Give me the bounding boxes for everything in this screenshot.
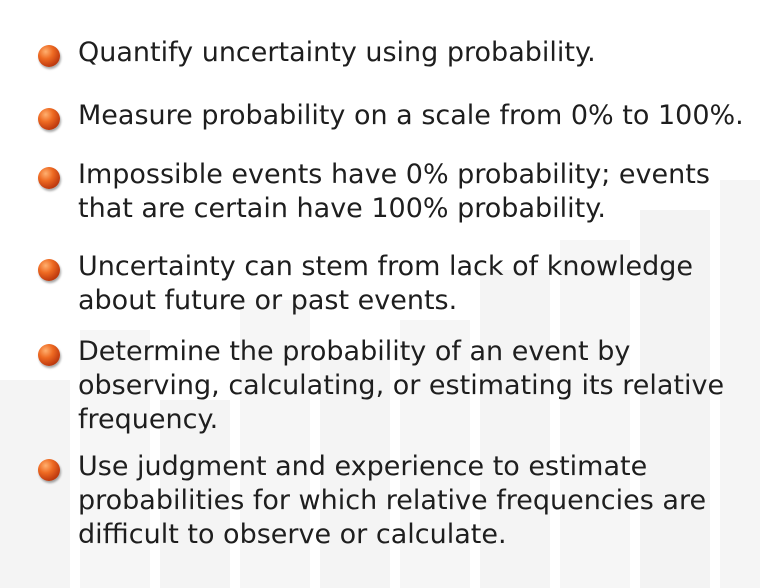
background-bar [80,330,150,588]
background-bar [480,270,550,588]
background-bar [560,240,630,588]
bullet-text: Impossible events have 0% probability; e… [78,159,710,224]
bullet-dot-icon [38,259,60,281]
background-bar [400,320,470,588]
background-bar [160,400,230,588]
bullet-text: Quantify uncertainty using probability. [78,37,596,68]
bullet-text: Use judgment and experience to estimate … [78,451,707,550]
background-bar [0,380,70,588]
bullet-text: Measure probability on a scale from 0% t… [78,100,744,131]
bullet-dot-icon [38,108,60,130]
bullet-dot-icon [38,344,60,366]
bullet-dot-icon [38,167,60,189]
bullet-dot-icon [38,459,60,481]
background-bar [240,300,310,588]
background-bar [640,210,710,588]
background-bar [720,180,760,588]
bullet-text: Determine the probability of an event by… [78,336,725,435]
bullet-dot-icon [38,45,60,67]
background-bar [320,360,390,588]
bullet-text: Uncertainty can stem from lack of knowle… [78,251,694,316]
